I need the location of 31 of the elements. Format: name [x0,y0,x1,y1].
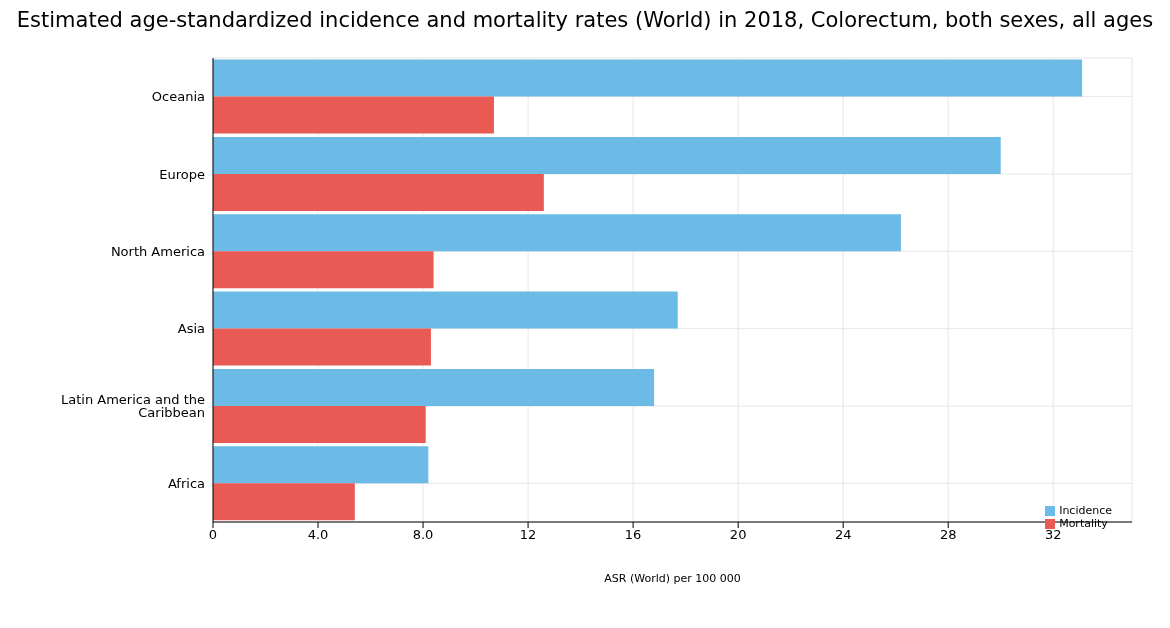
legend-label: Incidence [1059,504,1112,517]
x-tick-label: 8.0 [412,527,434,543]
x-tick-label: 4.0 [307,527,329,543]
bar [213,291,678,329]
x-tick-label: 32 [1044,527,1062,543]
bar [213,483,355,521]
y-tick-label: Oceania [151,89,205,105]
y-tick-label: Asia [177,321,205,337]
bar [213,96,494,134]
x-tick-label: 28 [939,527,957,543]
y-tick-label: Europe [159,166,205,182]
x-tick-label: 24 [834,527,852,543]
bar [213,446,429,484]
bar [213,368,655,406]
bar [213,214,901,252]
x-tick-label: 20 [729,527,747,543]
bar [213,405,426,443]
chart-title: Estimated age-standardized incidence and mortality rates (World) in 2018, Colorectum, both sexes, all ages [15,8,1155,34]
y-tick-label: North America [110,243,205,259]
x-tick-label: 0 [208,527,218,543]
bar [213,328,431,366]
bar [213,59,1083,97]
bar [213,251,434,289]
x-axis-title: ASR (World) per 100 000 [604,572,741,585]
legend-label: Mortality [1059,517,1108,530]
bar [213,173,544,211]
bar [213,136,1001,174]
x-tick-label: 12 [519,527,537,543]
y-tick-label: Latin America and the Caribbean [61,392,205,421]
x-tick-label: 16 [624,527,642,543]
y-tick-label: Africa [167,475,205,491]
